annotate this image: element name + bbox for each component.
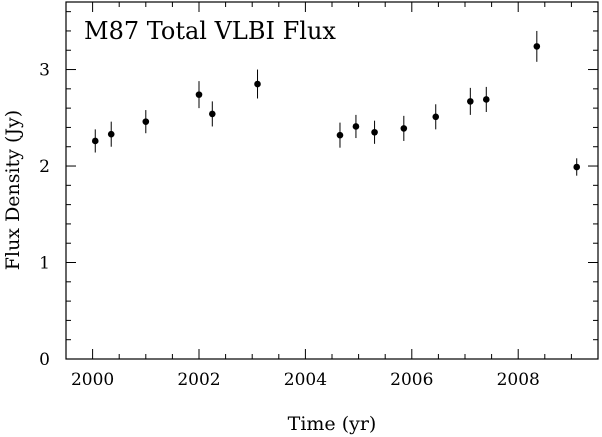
x-tick-label: 2006 xyxy=(390,370,433,390)
data-point xyxy=(254,69,261,99)
y-tick-label: 3 xyxy=(39,61,50,81)
data-point xyxy=(467,87,474,115)
y-tick-labels: 0 1 2 3 xyxy=(39,61,50,370)
x-tick-labels: 2000 2002 2004 2006 2008 xyxy=(71,370,540,390)
point-marker xyxy=(432,113,440,121)
data-point xyxy=(400,115,408,141)
point-marker xyxy=(336,131,344,139)
x-tick-label: 2008 xyxy=(497,370,540,390)
y-tick-label: 0 xyxy=(39,350,50,370)
data-point xyxy=(352,114,360,139)
y-tick-label: 2 xyxy=(39,157,50,177)
point-marker xyxy=(467,98,474,105)
data-point xyxy=(209,101,216,127)
data-points xyxy=(91,30,581,176)
point-marker xyxy=(91,137,99,145)
data-point xyxy=(195,81,203,109)
point-marker xyxy=(573,163,581,171)
data-point xyxy=(371,120,378,144)
data-point xyxy=(91,129,99,153)
x-tick-label: 2002 xyxy=(177,370,220,390)
x-axis-label: Time (yr) xyxy=(288,413,377,435)
chart-title: M87 Total VLBI Flux xyxy=(84,17,336,45)
point-marker xyxy=(142,118,150,125)
point-marker xyxy=(533,43,541,50)
data-point xyxy=(107,121,115,147)
point-marker xyxy=(107,130,115,138)
data-point xyxy=(573,158,581,176)
data-point xyxy=(336,122,344,148)
plot-frame xyxy=(65,1,599,360)
data-point xyxy=(533,30,541,62)
data-point xyxy=(432,104,440,130)
data-point xyxy=(482,86,490,112)
axis-ticks xyxy=(65,2,599,360)
point-marker xyxy=(400,125,408,132)
y-tick-label: 1 xyxy=(39,254,50,274)
data-point xyxy=(142,110,150,134)
point-marker xyxy=(195,91,203,98)
point-marker xyxy=(352,123,360,130)
point-marker xyxy=(209,110,216,118)
y-axis-label: Flux Density (Jy) xyxy=(2,110,24,270)
point-marker xyxy=(371,128,378,136)
point-marker xyxy=(482,96,490,103)
point-marker xyxy=(254,80,261,88)
x-tick-label: 2000 xyxy=(71,370,114,390)
x-tick-label: 2004 xyxy=(284,370,327,390)
